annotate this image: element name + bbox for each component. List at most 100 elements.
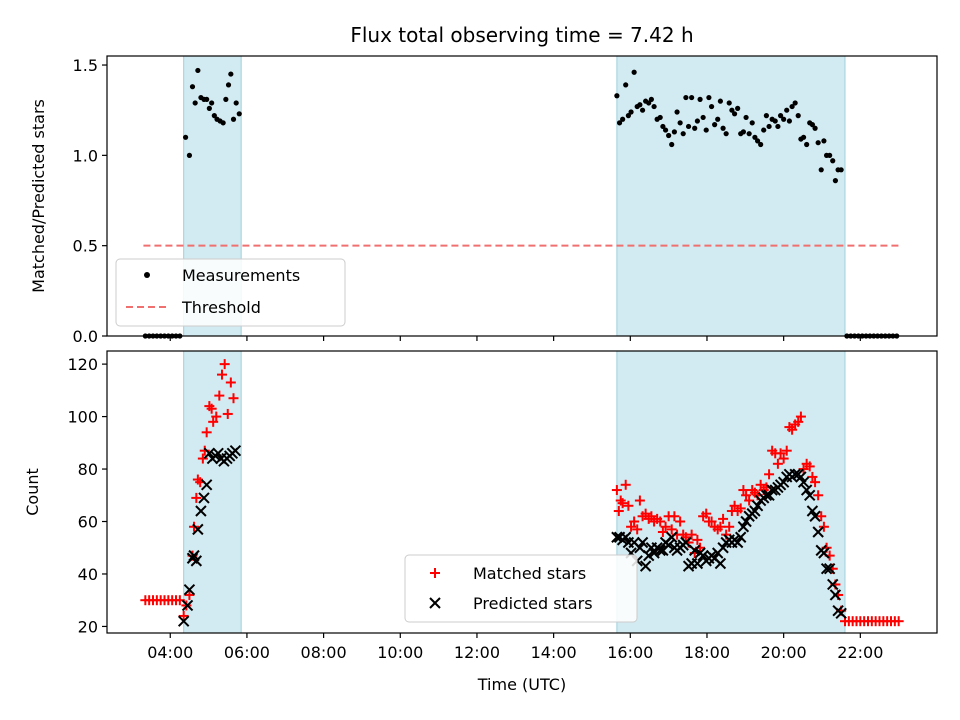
matched-star-point (793, 416, 804, 427)
legend-label-matched: Matched stars (473, 564, 586, 583)
predicted-star-point (809, 510, 821, 522)
x-ticks: 04:00 06:00 08:00 10:00 12:00 14:00 16:00 18:00… (147, 633, 883, 662)
predicted-star-point (654, 544, 666, 557)
measurement-point (657, 114, 663, 121)
matched-star-point (715, 521, 726, 532)
matched-star-point (201, 427, 212, 438)
measurement-point (204, 96, 210, 102)
matched-star-point (666, 524, 677, 535)
legend: Matched stars Predicted stars (404, 554, 638, 623)
matched-star-point (795, 411, 806, 422)
matched-star-point (764, 469, 775, 480)
measurement-point (677, 120, 683, 126)
matched-star-point (804, 461, 815, 472)
measurement-point (786, 118, 793, 124)
matched-star-point (675, 516, 686, 527)
measurement-point (758, 141, 764, 148)
measurement-point (683, 94, 689, 101)
predicted-star-point (735, 531, 747, 543)
measurement-point (674, 109, 680, 115)
matched-star-point (655, 516, 666, 527)
x-tick-label: 18:00 (684, 643, 730, 662)
ratio-panel: 0.0 0.5 1.0 1.5 Matched/Predicted stars Mea… (29, 55, 938, 346)
matched-star-point (669, 511, 680, 522)
predicted-star-point (827, 578, 839, 591)
x-tick-label: 12:00 (454, 643, 500, 662)
y-tick-label: 0.5 (73, 237, 98, 256)
measurement-point (660, 123, 666, 130)
matched-star-point (735, 503, 746, 514)
measurement-point (775, 123, 781, 130)
predicted-star-point (639, 560, 652, 572)
matched-star-point (781, 445, 792, 456)
legend-box (115, 258, 346, 327)
x-tick-label: 22:00 (837, 643, 883, 662)
matched-star-point (818, 521, 829, 532)
predicted-star-point (181, 599, 194, 612)
measurement-point (766, 123, 772, 130)
chart-title: Flux total observing time = 7.42 h (350, 23, 693, 47)
predicted-star-point (691, 557, 704, 570)
measurement-point (628, 109, 634, 115)
matched-star-point (623, 500, 634, 511)
predicted-star-point (229, 444, 242, 457)
predicted-star-point (829, 589, 842, 601)
predicted-star-point (192, 523, 204, 536)
measurement-point (795, 113, 801, 119)
observing-span (616, 350, 846, 634)
matched-star-point (692, 534, 703, 545)
matched-star-point (219, 359, 230, 370)
measurement-point (192, 100, 198, 106)
matched-star-point (184, 589, 195, 600)
predicted-star-point (611, 531, 623, 543)
measurement-point (781, 116, 787, 122)
measurement-point (616, 120, 623, 126)
x-tick-label: 06:00 (224, 643, 270, 662)
measurement-point (662, 127, 669, 133)
measurement-point (623, 82, 629, 88)
predicted-star-point (777, 476, 790, 488)
legend-marker-measurements (144, 272, 150, 278)
measurement-points (142, 67, 900, 339)
predicted-star-point (190, 555, 203, 567)
matched-star-point (634, 495, 645, 506)
measurement-point (743, 114, 749, 121)
matched-star-point (787, 424, 798, 435)
matched-star-point (813, 490, 824, 501)
measurement-point (186, 152, 193, 158)
matched-star-point (632, 524, 643, 535)
measurement-point (646, 100, 652, 106)
predicted-star-point (804, 489, 816, 501)
matched-star-point (807, 471, 818, 482)
measurement-point (715, 116, 721, 122)
measurement-point (827, 152, 833, 158)
y-tick-label: 120 (67, 355, 98, 374)
predicted-star-point (714, 557, 727, 570)
x-tick-label: 10:00 (377, 643, 423, 662)
measurement-point (648, 96, 654, 102)
predicted-star-point (751, 500, 764, 512)
measurement-point (703, 127, 709, 133)
measurement-point (225, 82, 232, 88)
y-axis-label: Matched/Predicted stars (29, 99, 48, 293)
y-tick-label: 100 (67, 408, 98, 427)
matched-star-point (208, 416, 219, 427)
matched-star-point (222, 408, 233, 419)
plot-frame (106, 350, 938, 634)
measurement-point (689, 94, 695, 101)
count-panel: 20 40 60 80 100 120 04:00 06:00 08:00 10:00 12:00… (23, 350, 938, 694)
legend-marker-predicted (429, 597, 441, 609)
x-tick-label: 14:00 (531, 643, 577, 662)
predicted-star-point (203, 447, 216, 460)
legend: Measurements Threshold (115, 258, 346, 327)
matched-star-point (178, 610, 189, 621)
measurement-point (832, 178, 839, 184)
matched-star-point (191, 492, 202, 503)
measurement-point (763, 113, 769, 119)
measurement-point (233, 100, 239, 106)
measurement-point (694, 118, 700, 124)
predicted-star-point (648, 547, 660, 559)
measurement-point (700, 114, 706, 121)
matched-star-point (738, 485, 749, 496)
legend-label-threshold: Threshold (181, 298, 261, 317)
